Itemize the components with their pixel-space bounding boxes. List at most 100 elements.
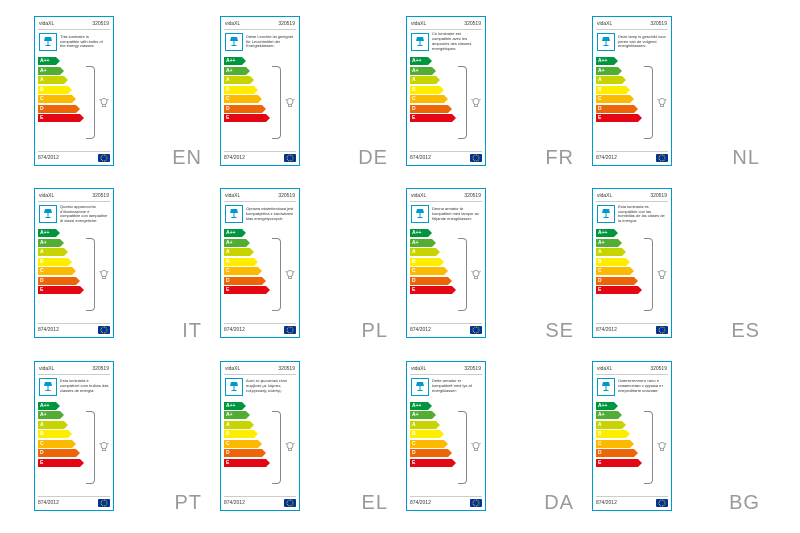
energy-arrow: E	[38, 114, 84, 122]
label-header: vidaXL320519	[38, 192, 110, 202]
energy-arrow: A	[410, 76, 456, 84]
label-header: vidaXL320519	[596, 192, 668, 202]
energy-arrow: A++	[410, 402, 456, 410]
energy-arrow: A	[38, 421, 84, 429]
energy-arrow: A	[224, 76, 270, 84]
bracket	[272, 57, 281, 148]
description-row: Deze lamp is geschikt voor peren van de …	[596, 30, 668, 54]
regulation-code: 874/2012	[410, 155, 431, 161]
energy-arrow: A++	[410, 229, 456, 237]
energy-arrow: A++	[596, 229, 642, 237]
energy-arrow: B	[596, 258, 642, 266]
energy-label-card: vidaXL320519 This luminaire is compatibl…	[34, 16, 114, 166]
energy-arrow: E	[38, 459, 84, 467]
energy-arrow: A	[38, 248, 84, 256]
lamp-icon	[411, 378, 429, 396]
energy-classes-section: A++A+ABCDE	[596, 54, 668, 151]
energy-arrow: A+	[596, 411, 642, 419]
eu-flag-icon	[98, 326, 110, 334]
description-text: Oprawa oświetleniowa jest kompatybilna z…	[246, 207, 295, 221]
description-text: Ce luminaire est compatible avec les amp…	[432, 32, 481, 51]
energy-arrow: E	[596, 286, 642, 294]
bracket	[86, 57, 95, 148]
bracket	[86, 402, 95, 493]
brand: vidaXL	[39, 21, 54, 27]
energy-arrow: B	[38, 430, 84, 438]
energy-arrow: D	[224, 449, 270, 457]
energy-arrow: D	[224, 277, 270, 285]
description-row: Esta luminária é compatível com bulbos d…	[38, 375, 110, 399]
energy-arrow: D	[410, 449, 456, 457]
label-header: vidaXL320519	[38, 365, 110, 375]
energy-arrow: A	[38, 76, 84, 84]
language-code: SE	[545, 320, 574, 343]
energy-arrow: C	[410, 267, 456, 275]
label-footer: 874/2012	[596, 496, 668, 507]
product-code: 320519	[464, 193, 481, 199]
energy-arrow: A+	[224, 239, 270, 247]
energy-label-card: vidaXL320519 Осветителното тяло е съвмес…	[592, 361, 672, 511]
lamp-icon	[39, 378, 57, 396]
energy-classes-section: A++A+ABCDE	[38, 54, 110, 151]
label-footer: 874/2012	[224, 496, 296, 507]
bulb-icon	[283, 402, 296, 493]
lamp-icon	[225, 33, 243, 51]
energy-arrow: A+	[38, 239, 84, 247]
energy-arrow: D	[38, 277, 84, 285]
description-row: Diese Leuchte ist geeignet für Leuchtmit…	[224, 30, 296, 54]
product-code: 320519	[92, 193, 109, 199]
energy-label-cell: vidaXL320519 Esta luminária é compatível…	[30, 355, 212, 523]
eu-flag-icon	[656, 154, 668, 162]
energy-arrow: E	[38, 286, 84, 294]
energy-arrow: A	[596, 76, 642, 84]
energy-classes-section: A++A+ABCDE	[410, 399, 482, 496]
energy-arrow: A+	[596, 239, 642, 247]
product-code: 320519	[278, 366, 295, 372]
label-header: vidaXL320519	[410, 365, 482, 375]
regulation-code: 874/2012	[224, 155, 245, 161]
energy-arrows: A++A+ABCDE	[224, 229, 270, 320]
energy-arrows: A++A+ABCDE	[38, 229, 84, 320]
energy-arrows: A++A+ABCDE	[38, 57, 84, 148]
energy-arrow: C	[38, 267, 84, 275]
energy-classes-section: A++A+ABCDE	[38, 399, 110, 496]
description-text: Αυτό το φωτιστικό είναι συμβατό με λάμπε…	[246, 379, 295, 393]
bulb-icon	[655, 57, 668, 148]
energy-label-card: vidaXL320519 Denna armatur är kompatibel…	[406, 188, 486, 338]
brand: vidaXL	[225, 21, 240, 27]
eu-flag-icon	[98, 499, 110, 507]
energy-label-cell: vidaXL320519 Осветителното тяло е съвмес…	[588, 355, 770, 523]
label-footer: 874/2012	[224, 323, 296, 334]
energy-arrow: E	[596, 114, 642, 122]
energy-arrow: E	[410, 286, 456, 294]
bulb-icon	[283, 229, 296, 320]
description-row: Αυτό το φωτιστικό είναι συμβατό με λάμπε…	[224, 375, 296, 399]
energy-arrow: C	[224, 440, 270, 448]
lamp-icon	[39, 205, 57, 223]
lamp-icon	[225, 378, 243, 396]
description-row: Dette armatur er kompatibelt med lys af …	[410, 375, 482, 399]
energy-label-cell: vidaXL320519 This luminaire is compatibl…	[30, 10, 212, 178]
label-header: vidaXL320519	[410, 20, 482, 30]
brand: vidaXL	[411, 21, 426, 27]
energy-arrow: C	[410, 440, 456, 448]
energy-arrows: A++A+ABCDE	[410, 402, 456, 493]
language-code: ES	[731, 320, 760, 343]
energy-arrow: A++	[596, 57, 642, 65]
label-header: vidaXL320519	[38, 20, 110, 30]
bracket	[644, 229, 653, 320]
energy-arrow: A+	[410, 67, 456, 75]
energy-label-card: vidaXL320519 Oprawa oświetleniowa jest k…	[220, 188, 300, 338]
description-text: Diese Leuchte ist geeignet für Leuchtmit…	[246, 35, 295, 49]
energy-classes-section: A++A+ABCDE	[596, 399, 668, 496]
regulation-code: 874/2012	[224, 327, 245, 333]
energy-arrow: A	[224, 421, 270, 429]
bulb-icon	[469, 57, 482, 148]
energy-classes-section: A++A+ABCDE	[224, 226, 296, 323]
eu-flag-icon	[98, 154, 110, 162]
bulb-icon	[283, 57, 296, 148]
language-code: EN	[172, 147, 202, 170]
label-footer: 874/2012	[38, 151, 110, 162]
eu-flag-icon	[284, 154, 296, 162]
description-row: This luminaire is compatible with bulbs …	[38, 30, 110, 54]
